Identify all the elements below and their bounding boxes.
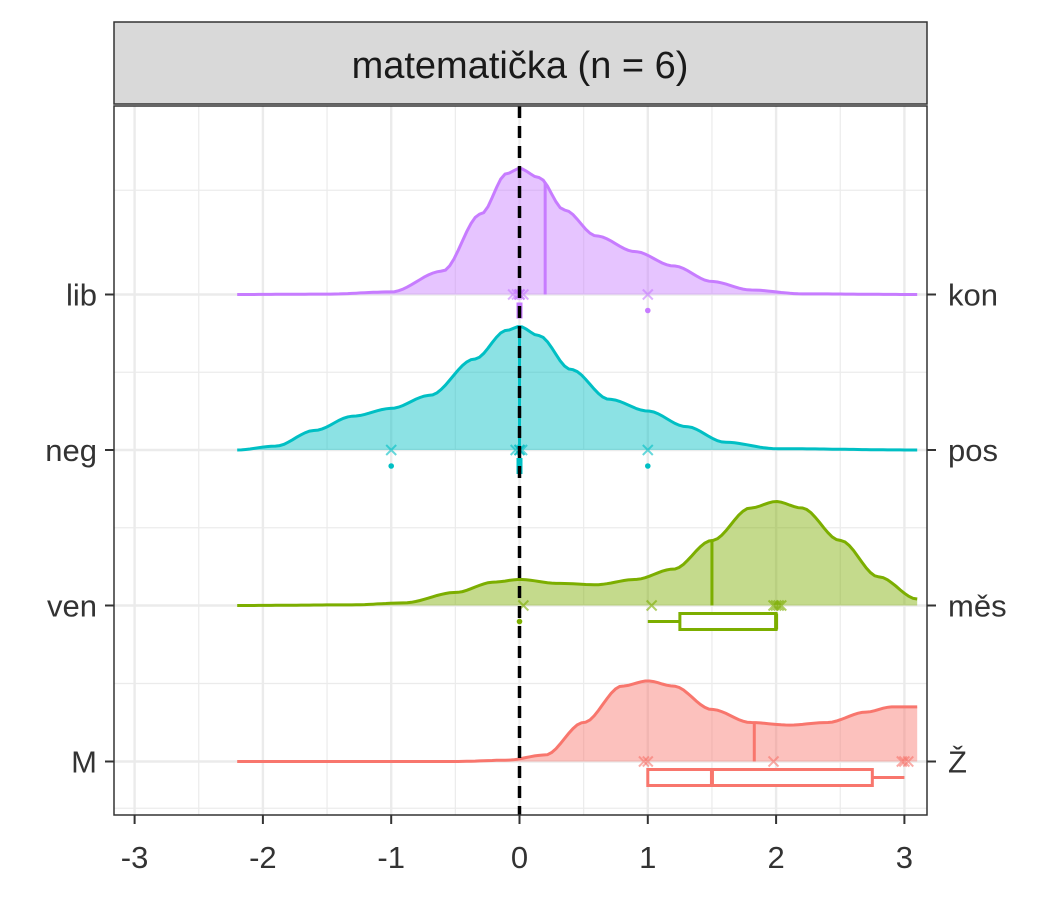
x-tick-label: -3: [121, 840, 149, 875]
data-point-marker: [645, 599, 658, 612]
y-tick-label-right: měs: [948, 589, 1007, 624]
density-area: [237, 501, 918, 606]
density-curve: [237, 499, 918, 607]
facet-strip-background: [113, 21, 928, 105]
data-point-marker: [385, 444, 397, 456]
x-tick-label: 0: [511, 840, 528, 875]
ridges: [237, 167, 918, 787]
density-area: [237, 326, 918, 450]
data-point-marker: [775, 599, 787, 612]
y-tick-label-right: kon: [948, 278, 998, 313]
data-point-marker: [898, 755, 911, 768]
boxplot: [646, 768, 905, 787]
data-point-marker: [638, 755, 650, 768]
x-tick-label: 2: [767, 840, 784, 875]
density-curve: [237, 167, 918, 296]
density-curve: [237, 325, 918, 452]
y-tick-label-left: ven: [47, 589, 97, 624]
y-tick-label-left: neg: [45, 433, 97, 468]
facet-title: matematička (n = 6): [352, 45, 689, 87]
data-point-marker: [902, 755, 914, 768]
data-point-marker: [642, 288, 654, 301]
x-tick-label: 1: [639, 840, 656, 875]
boxplot-box: [678, 612, 778, 631]
x-tick-label: 3: [896, 840, 913, 875]
data-point-marker: [642, 444, 654, 456]
data-point-marker: [767, 755, 780, 768]
y-tick-label-left: lib: [66, 278, 97, 313]
x-tick-label: -1: [377, 840, 405, 875]
y-tick-label-left: M: [71, 745, 97, 780]
boxplot: [516, 612, 779, 631]
facet-strip: matematička (n = 6): [113, 21, 928, 105]
boxplot-outlier: [645, 307, 651, 314]
data-point-marker: [642, 755, 654, 768]
y-axis-right: kon pos měs Ž: [927, 278, 1007, 780]
data-point-marker: [770, 599, 782, 612]
y-tick-label-right: Ž: [948, 745, 967, 780]
density-curve: [237, 679, 918, 763]
boxplot-outlier: [388, 463, 395, 469]
boxplot-outlier: [645, 463, 651, 469]
x-axis: -3 -2 -1 0 1 2 3: [121, 815, 913, 875]
y-axis-left: lib neg ven M: [45, 278, 114, 780]
boxplot-box: [646, 768, 874, 787]
plot-panel: [113, 105, 928, 816]
boxplot-outlier: [516, 618, 523, 625]
data-point-marker: [772, 599, 785, 612]
x-tick-label: -2: [249, 840, 277, 875]
ridge-M: [237, 679, 918, 787]
density-area: [237, 681, 918, 762]
y-tick-label-right: pos: [948, 433, 998, 468]
density-area: [237, 168, 918, 295]
ridge-ven: [237, 499, 918, 631]
